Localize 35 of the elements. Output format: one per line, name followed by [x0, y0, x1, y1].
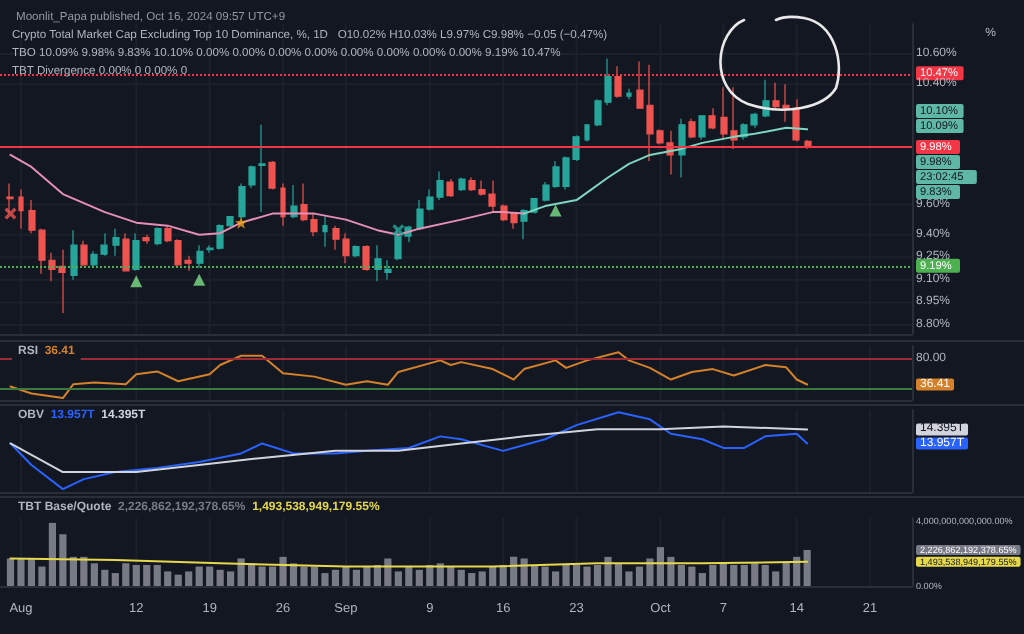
- candlestick: [122, 232, 130, 272]
- line-series: [9, 411, 809, 491]
- candlestick: [458, 176, 466, 192]
- point: [130, 275, 143, 288]
- line-series: [9, 153, 526, 236]
- candlestick: [280, 182, 286, 227]
- candlestick: [196, 244, 204, 269]
- candlestick: [268, 160, 276, 191]
- candlestick: [678, 118, 686, 179]
- candlestick: [112, 228, 120, 257]
- candlestick: [614, 65, 622, 99]
- candlestick: [698, 115, 706, 141]
- point: [392, 224, 405, 237]
- candlestick: [584, 124, 590, 142]
- candlestick: [688, 118, 696, 139]
- candlestick: [132, 232, 140, 272]
- candlestick: [362, 244, 370, 272]
- point: [549, 204, 562, 217]
- candlestick: [322, 216, 328, 248]
- point: [4, 207, 17, 220]
- line-series: [523, 126, 809, 215]
- candlestick: [708, 107, 716, 130]
- candlestick: [80, 240, 88, 267]
- candlestick: [70, 229, 78, 281]
- candlestick: [446, 178, 454, 198]
- line-series: [9, 351, 809, 400]
- candlestick: [248, 164, 256, 189]
- line-series: [9, 425, 809, 474]
- candlestick: [626, 88, 632, 100]
- point: [235, 216, 248, 229]
- point: [193, 273, 206, 286]
- candlestick: [258, 124, 266, 213]
- bar: [803, 549, 811, 586]
- candlestick: [352, 244, 360, 258]
- candlestick: [154, 226, 162, 246]
